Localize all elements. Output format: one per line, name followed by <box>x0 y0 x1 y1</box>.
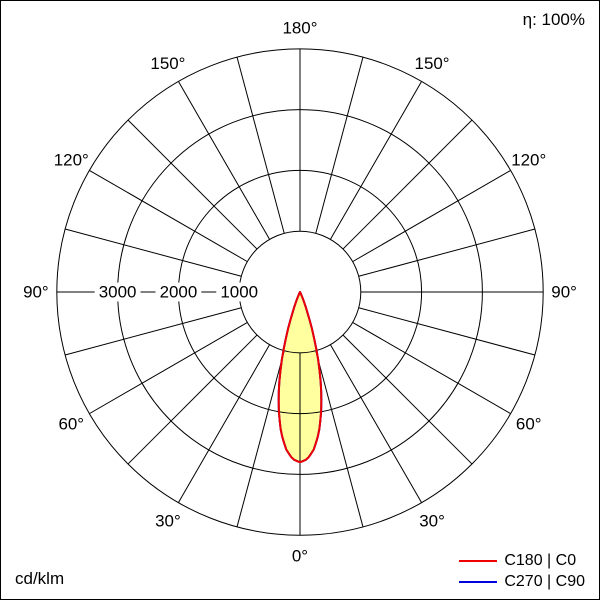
beam-curve <box>277 291 323 464</box>
grid-radial-line <box>177 81 271 240</box>
grid-radial-line <box>89 170 248 263</box>
legend-label-c270-c90: C270 | C90 <box>504 573 585 591</box>
grid-radial-line <box>236 350 285 528</box>
grid-radial-line <box>329 344 423 503</box>
radial-tick-label: 2000 <box>160 283 198 302</box>
tick-label-bg <box>155 282 202 302</box>
grid-radial-line <box>352 321 511 415</box>
angle-label: 120° <box>511 150 546 169</box>
efficiency-label: η: 100% <box>522 10 585 29</box>
angle-label: 150° <box>150 54 185 73</box>
angle-label: 90° <box>551 283 577 302</box>
grid-radial-line <box>315 350 364 528</box>
angle-label: 0° <box>292 547 308 566</box>
grid-radial-line <box>342 334 473 465</box>
angle-label: 30° <box>419 511 445 530</box>
tick-label-bg <box>94 282 141 302</box>
red-curve-line-icon <box>459 559 498 562</box>
angle-label: 180° <box>282 18 317 37</box>
grid-radial-line <box>352 170 511 263</box>
grid-radial-line <box>236 56 285 234</box>
grid-radial-line <box>329 81 423 240</box>
blue-curve-line-icon <box>459 581 498 584</box>
grid-radial-line <box>177 344 271 503</box>
angle-label: 90° <box>23 283 49 302</box>
grid-radial-line <box>358 307 536 356</box>
angle-label: 150° <box>415 54 450 73</box>
unit-label: cd/klm <box>15 569 65 588</box>
angle-label: 30° <box>155 511 181 530</box>
radial-tick-label: 3000 <box>99 283 137 302</box>
grid-radial-line <box>315 56 364 234</box>
grid-radial-line <box>358 228 536 277</box>
angle-label: 60° <box>58 415 84 434</box>
grid-radial-line <box>64 307 242 356</box>
grid-radial-line <box>127 334 258 465</box>
tick-label-bg <box>216 282 263 302</box>
angle-label: 120° <box>54 150 89 169</box>
grid-radial-line <box>89 321 248 415</box>
radial-tick-label: 1000 <box>220 283 258 302</box>
legend-item-c270-c90: C270 | C90 <box>459 573 585 591</box>
grid-radial-line <box>64 228 242 277</box>
legend-label-c180-c0: C180 | C0 <box>504 551 577 569</box>
grid-radial-line <box>127 119 258 250</box>
legend-item-c180-c0: C180 | C0 <box>459 552 576 570</box>
legend: C180 | C0 C270 | C90 <box>459 552 585 591</box>
angle-label: 60° <box>516 415 542 434</box>
grid-radial-line <box>342 119 473 250</box>
